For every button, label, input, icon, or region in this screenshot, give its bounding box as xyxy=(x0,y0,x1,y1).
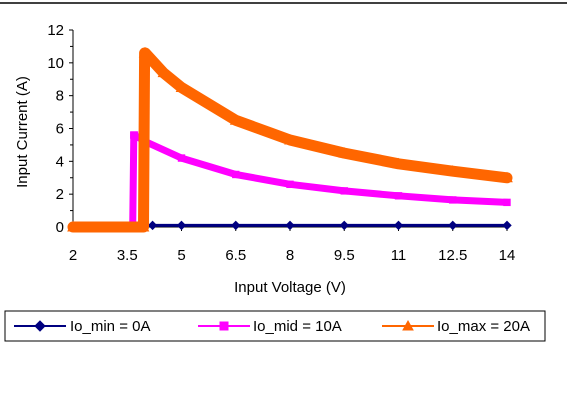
x-tick-label: 6.5 xyxy=(225,247,246,264)
data-point xyxy=(229,114,242,125)
legend-marker xyxy=(402,319,414,331)
data-point xyxy=(139,46,152,58)
x-tick-label: 2 xyxy=(69,247,77,264)
data-point xyxy=(176,220,187,231)
data-point xyxy=(175,81,188,92)
legend-marker xyxy=(34,320,46,332)
series-line xyxy=(67,47,513,233)
legend: Io_min = 0A Io_mid = 10A Io_max = 20A xyxy=(4,310,546,342)
legend-box xyxy=(4,310,546,342)
data-point xyxy=(338,147,351,158)
data-point xyxy=(394,192,403,200)
x-tick-label: 5 xyxy=(177,247,185,264)
legend-marker xyxy=(219,321,229,331)
data-point xyxy=(449,196,457,204)
legend-label: Io_min = 0A xyxy=(70,318,150,335)
x-tick-label: 8 xyxy=(286,247,294,264)
y-tick-label: 2 xyxy=(56,186,64,203)
data-point xyxy=(177,154,186,162)
y-tick-label: 0 xyxy=(56,219,64,236)
x-tick-label: 9.5 xyxy=(334,247,355,264)
y-tick-label: 10 xyxy=(47,55,64,72)
data-point xyxy=(232,170,240,179)
data-point xyxy=(231,220,241,231)
data-point xyxy=(339,220,349,231)
data-point xyxy=(393,220,404,231)
data-point xyxy=(286,180,294,189)
x-tick-label: 3.5 xyxy=(117,247,138,264)
y-tick-label: 12 xyxy=(47,22,64,39)
y-tick-label: 6 xyxy=(56,121,64,138)
data-point xyxy=(130,131,139,139)
data-point xyxy=(340,187,348,195)
data-point xyxy=(448,220,458,231)
data-point xyxy=(392,157,405,169)
legend-label: Io_mid = 10A xyxy=(253,318,342,335)
x-tick-label: 14 xyxy=(499,247,516,264)
data-point xyxy=(157,66,170,78)
data-point xyxy=(67,220,79,232)
y-tick-label: 8 xyxy=(56,88,64,105)
x-tick-label: 12.5 xyxy=(438,247,467,264)
series-3 xyxy=(67,46,513,233)
data-point xyxy=(501,171,513,183)
x-axis-title: Input Voltage (V) xyxy=(234,279,346,296)
data-point xyxy=(502,220,512,231)
data-point xyxy=(137,220,150,232)
legend-label: Io_max = 20A xyxy=(437,318,530,335)
data-point xyxy=(147,220,158,231)
series-layer xyxy=(67,46,513,233)
data-point xyxy=(446,165,459,176)
y-axis-title: Input Current (A) xyxy=(14,76,31,188)
data-point xyxy=(503,198,511,207)
data-point xyxy=(285,220,295,231)
y-tick-label: 4 xyxy=(56,153,64,170)
x-tick-label: 11 xyxy=(391,247,407,264)
data-point xyxy=(284,133,296,145)
series-2 xyxy=(69,131,511,231)
series-line xyxy=(69,131,511,231)
